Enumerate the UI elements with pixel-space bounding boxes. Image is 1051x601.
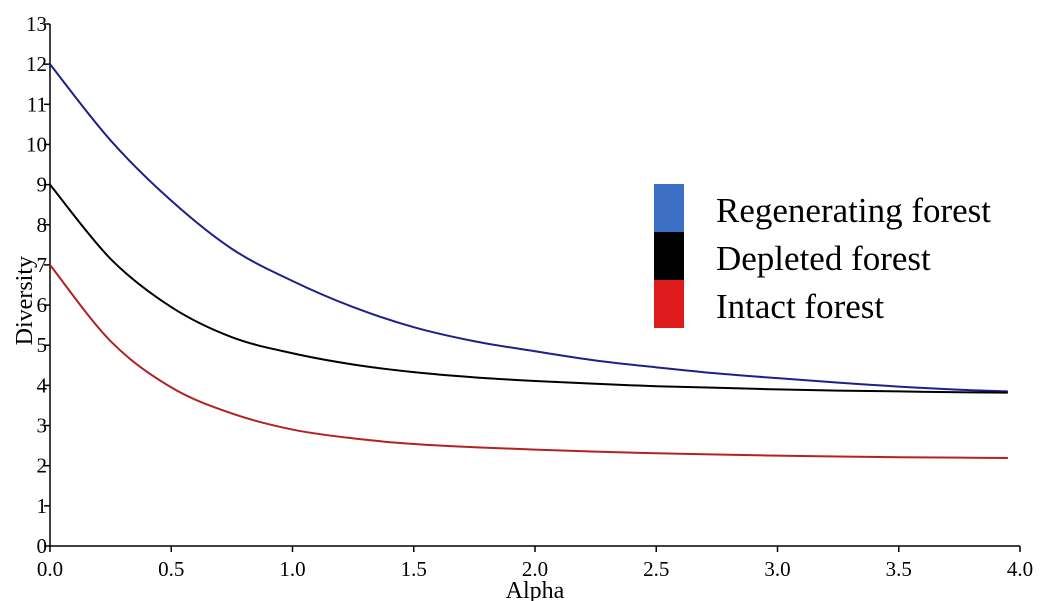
- x-tick-label: 2.0: [522, 557, 548, 581]
- y-tick-label: 10: [26, 132, 47, 156]
- y-tick-label: 6: [37, 293, 48, 317]
- x-ticks: 0.0 0.5 1.0 1.5 2.0 2.5 3.0 3.5 4.0: [37, 546, 1033, 581]
- series-line-depleted-forest: [49, 183, 1008, 394]
- legend-swatch: [654, 280, 684, 328]
- x-tick-label: 0.0: [37, 557, 63, 581]
- legend-swatch: [654, 232, 684, 280]
- x-axis-title: Alpha: [506, 578, 565, 601]
- legend-label: Intact forest: [716, 287, 884, 326]
- x-tick-label: 0.5: [158, 557, 184, 581]
- x-tick-label: 4.0: [1007, 557, 1033, 581]
- y-axis-title: Diversity: [12, 256, 38, 345]
- legend-label: Depleted forest: [716, 239, 931, 278]
- y-tick-label: 2: [37, 454, 48, 478]
- y-tick-label: 3: [37, 414, 48, 438]
- y-tick-label: 4: [37, 373, 48, 397]
- series-line-intact-forest: [49, 264, 1008, 460]
- y-tick-label: 12: [26, 52, 47, 76]
- y-tick-label: 7: [37, 253, 48, 277]
- legend: Regenerating forest Depleted forest Intact…: [654, 184, 991, 328]
- series-lines: [49, 63, 1008, 460]
- axes: [49, 24, 1020, 547]
- y-tick-label: 9: [37, 173, 48, 197]
- series-line-regenerating-forest: [49, 63, 1008, 393]
- x-tick-label: 1.5: [401, 557, 427, 581]
- y-tick-label: 8: [37, 213, 48, 237]
- legend-label: Regenerating forest: [716, 191, 991, 230]
- legend-swatch: [654, 184, 684, 232]
- x-tick-label: 3.5: [886, 557, 912, 581]
- y-tick-label: 0: [37, 534, 48, 558]
- x-tick-label: 2.5: [643, 557, 669, 581]
- y-tick-label: 13: [26, 12, 47, 36]
- y-tick-label: 5: [37, 333, 48, 357]
- y-tick-label: 1: [37, 494, 48, 518]
- x-tick-label: 1.0: [279, 557, 305, 581]
- y-tick-label: 11: [27, 92, 47, 116]
- x-tick-label: 3.0: [764, 557, 790, 581]
